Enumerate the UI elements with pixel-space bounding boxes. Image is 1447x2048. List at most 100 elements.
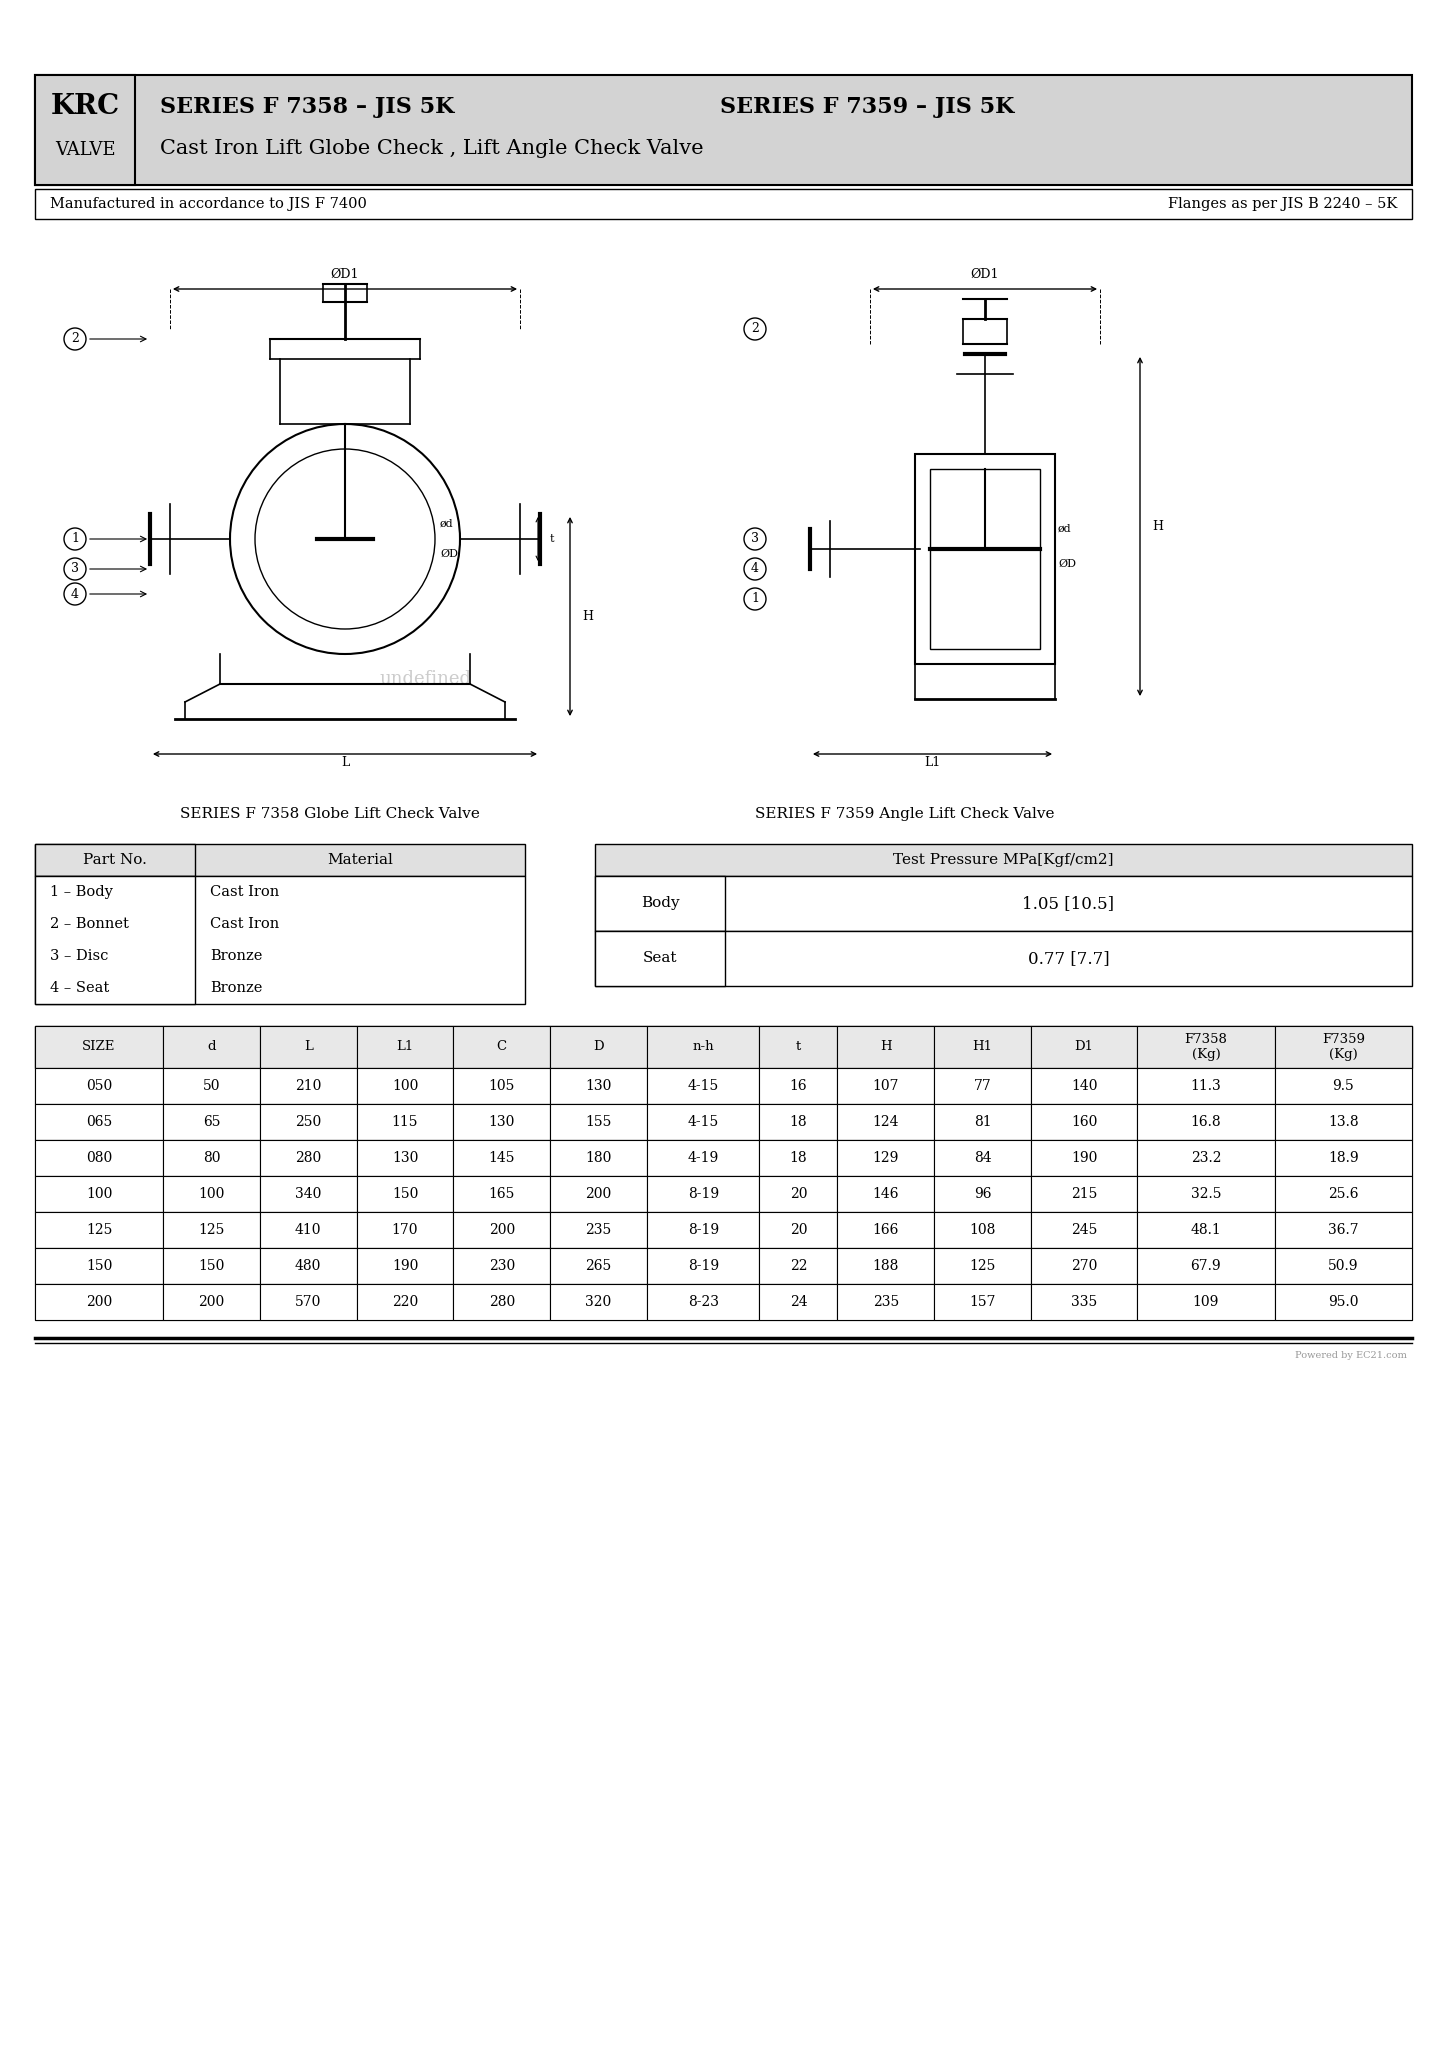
Bar [595,932,1412,985]
Text: 235: 235 [586,1223,612,1237]
Text: 125: 125 [85,1223,113,1237]
Text: 67.9: 67.9 [1191,1260,1221,1274]
Text: L: L [304,1040,313,1053]
Bar [35,1212,1412,1247]
Text: 210: 210 [295,1079,321,1094]
Bar [1275,1247,1412,1284]
Bar [35,1176,164,1212]
Text: C: C [496,1040,506,1053]
Text: 77: 77 [974,1079,991,1094]
Text: Bronze: Bronze [210,948,262,963]
Bar [164,1212,260,1247]
Bar [260,1284,356,1321]
Bar [550,1026,647,1067]
Bar [595,877,1412,932]
Text: 124: 124 [873,1114,899,1128]
Bar [35,1104,1412,1141]
Text: 100: 100 [392,1079,418,1094]
Bar [260,1212,356,1247]
Text: 36.7: 36.7 [1328,1223,1359,1237]
Text: 3 – Disc: 3 – Disc [51,948,109,963]
Text: 146: 146 [873,1188,899,1200]
Text: 3: 3 [751,532,760,545]
Text: 81: 81 [974,1114,991,1128]
Text: H: H [1152,520,1163,532]
Text: Test Pressure MPa[Kgf/cm2]: Test Pressure MPa[Kgf/cm2] [893,854,1114,866]
Bar [550,1284,647,1321]
Bar [35,1176,1412,1212]
Text: 140: 140 [1071,1079,1097,1094]
Text: 8-19: 8-19 [687,1188,719,1200]
Bar [935,1104,1032,1141]
Bar [260,1141,356,1176]
Text: 125: 125 [969,1260,996,1274]
Bar [453,1284,550,1321]
Bar [356,1176,453,1212]
Bar [453,1104,550,1141]
Bar [35,1141,1412,1176]
Bar [356,1284,453,1321]
Text: 32.5: 32.5 [1191,1188,1221,1200]
Text: 23.2: 23.2 [1191,1151,1221,1165]
Bar [647,1284,760,1321]
Bar [35,1212,164,1247]
Bar [35,877,525,1004]
Text: SERIES F 7359 – JIS 5K: SERIES F 7359 – JIS 5K [721,96,1014,119]
Text: 20: 20 [790,1188,807,1200]
Bar [35,1067,1412,1104]
Bar [164,1176,260,1212]
Text: Cast Iron Lift Globe Check , Lift Angle Check Valve: Cast Iron Lift Globe Check , Lift Angle … [161,139,703,158]
Text: 570: 570 [295,1294,321,1309]
Text: 2: 2 [751,322,758,336]
Bar [35,1247,1412,1284]
Text: L1: L1 [925,756,941,768]
Bar [647,1176,760,1212]
Text: 150: 150 [198,1260,224,1274]
Bar [1032,1247,1137,1284]
Text: 190: 190 [1071,1151,1097,1165]
Bar [1275,1026,1412,1067]
Text: 235: 235 [873,1294,899,1309]
Bar [453,1141,550,1176]
Text: 340: 340 [295,1188,321,1200]
Bar [935,1284,1032,1321]
Text: Part No.: Part No. [82,854,148,866]
Text: 410: 410 [295,1223,321,1237]
Bar [595,877,725,932]
Text: D: D [593,1040,603,1053]
Text: 335: 335 [1071,1294,1097,1309]
Text: VALVE: VALVE [55,141,116,160]
Text: Powered by EC21.com: Powered by EC21.com [1295,1352,1406,1360]
Text: 150: 150 [85,1260,113,1274]
Bar [356,1104,453,1141]
Text: Cast Iron: Cast Iron [210,885,279,899]
Text: L: L [341,756,349,768]
Text: 1 – Body: 1 – Body [51,885,113,899]
Text: 100: 100 [198,1188,224,1200]
Bar [356,1247,453,1284]
Text: 280: 280 [295,1151,321,1165]
Text: 2: 2 [71,332,80,346]
Text: 4: 4 [751,563,760,575]
Text: 280: 280 [489,1294,515,1309]
Bar [1137,1212,1275,1247]
Text: D1: D1 [1075,1040,1094,1053]
Text: ØD: ØD [440,549,459,559]
Text: 160: 160 [1071,1114,1097,1128]
Text: 320: 320 [586,1294,612,1309]
Bar [453,1212,550,1247]
Text: F7358
(Kg): F7358 (Kg) [1185,1032,1227,1061]
Text: 157: 157 [969,1294,996,1309]
Text: 108: 108 [969,1223,996,1237]
Text: t: t [796,1040,802,1053]
Text: SERIES F 7359 Angle Lift Check Valve: SERIES F 7359 Angle Lift Check Valve [755,807,1055,821]
Bar [595,844,1412,877]
Text: 155: 155 [586,1114,612,1128]
Text: SERIES F 7358 – JIS 5K: SERIES F 7358 – JIS 5K [161,96,454,119]
Text: 95.0: 95.0 [1328,1294,1359,1309]
Bar [838,1284,935,1321]
Bar [164,1247,260,1284]
Text: 080: 080 [85,1151,111,1165]
Text: 170: 170 [392,1223,418,1237]
Text: 125: 125 [198,1223,224,1237]
